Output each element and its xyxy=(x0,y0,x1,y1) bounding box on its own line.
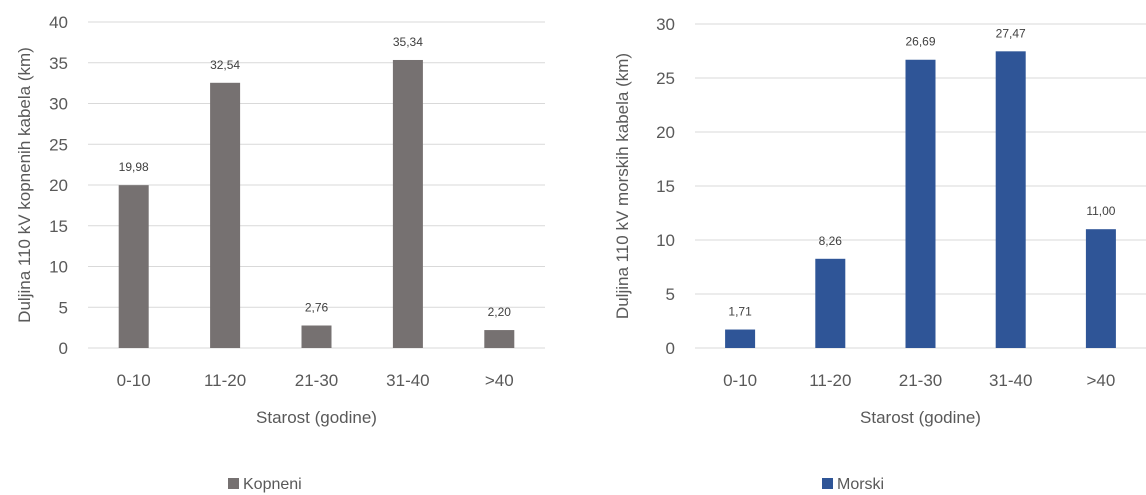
y-axis-title: Duljina 110 kV kopnenih kabela (km) xyxy=(15,47,34,323)
y-tick-label: 25 xyxy=(656,69,675,88)
legend: Kopneni xyxy=(228,476,302,493)
data-label: 1,71 xyxy=(728,305,752,319)
data-label: 32,54 xyxy=(210,58,240,72)
y-tick-label: 0 xyxy=(666,339,675,358)
y-tick-label: 25 xyxy=(49,135,68,154)
y-tick-label: 35 xyxy=(49,54,68,73)
data-label: 26,69 xyxy=(905,35,935,49)
y-axis-title: Duljina 110 kV morskih kabela (km) xyxy=(613,53,632,319)
x-tick-label: 11-20 xyxy=(204,371,246,390)
x-tick-label: 31-40 xyxy=(989,371,1032,390)
bar->40 xyxy=(1085,229,1116,348)
x-tick-label: 0-10 xyxy=(117,371,151,390)
bar-21-30 xyxy=(905,59,936,349)
x-axis-title: Starost (godine) xyxy=(256,408,377,427)
y-tick-label: 5 xyxy=(666,285,675,304)
data-label: 2,20 xyxy=(488,305,512,319)
x-axis-title: Starost (godine) xyxy=(860,408,981,427)
x-tick-label: 0-10 xyxy=(723,371,757,390)
legend-swatch xyxy=(228,478,239,489)
x-tick-label: 31-40 xyxy=(386,371,429,390)
y-tick-label: 5 xyxy=(59,298,68,317)
x-tick-label: 21-30 xyxy=(295,371,338,390)
chart-1: 0 5 10 15 20 25 30 35 40 19,98 0-10 32,54 11-20 2,76 2… xyxy=(15,13,545,493)
x-tick-label: >40 xyxy=(1086,371,1115,390)
bar-21-30 xyxy=(301,325,332,348)
legend: Morski xyxy=(822,476,884,493)
bar-31-40 xyxy=(995,51,1026,348)
bar-31-40 xyxy=(392,59,423,348)
data-label: 27,47 xyxy=(996,26,1026,40)
y-tick-label: 30 xyxy=(656,15,675,34)
data-label: 11,00 xyxy=(1086,204,1115,218)
y-tick-label: 15 xyxy=(49,217,68,236)
legend-swatch xyxy=(822,478,833,489)
x-tick-label: 11-20 xyxy=(809,371,851,390)
data-label: 19,98 xyxy=(119,160,149,174)
legend-label: Kopneni xyxy=(243,476,302,493)
data-label: 8,26 xyxy=(819,234,843,248)
bar-0-10 xyxy=(118,185,149,348)
bar-0-10 xyxy=(725,329,756,348)
data-label: 35,34 xyxy=(393,35,423,49)
data-label: 2,76 xyxy=(305,301,329,315)
y-tick-label: 10 xyxy=(656,231,675,250)
bar->40 xyxy=(484,330,515,348)
bar-11-20 xyxy=(210,82,241,348)
y-tick-label: 10 xyxy=(49,258,68,277)
y-tick-label: 40 xyxy=(49,13,68,32)
y-tick-label: 15 xyxy=(656,177,675,196)
y-tick-label: 20 xyxy=(49,176,68,195)
y-tick-label: 30 xyxy=(49,95,68,114)
legend-label: Morski xyxy=(837,476,884,493)
y-tick-label: 0 xyxy=(59,339,68,358)
x-tick-label: 21-30 xyxy=(899,371,942,390)
chart-2: 0 5 10 15 20 25 30 1,71 0-10 8,26 11-20 26,69 21-30 2… xyxy=(613,15,1146,493)
x-tick-label: >40 xyxy=(485,371,514,390)
y-tick-label: 20 xyxy=(656,123,675,142)
bar-11-20 xyxy=(815,258,846,348)
